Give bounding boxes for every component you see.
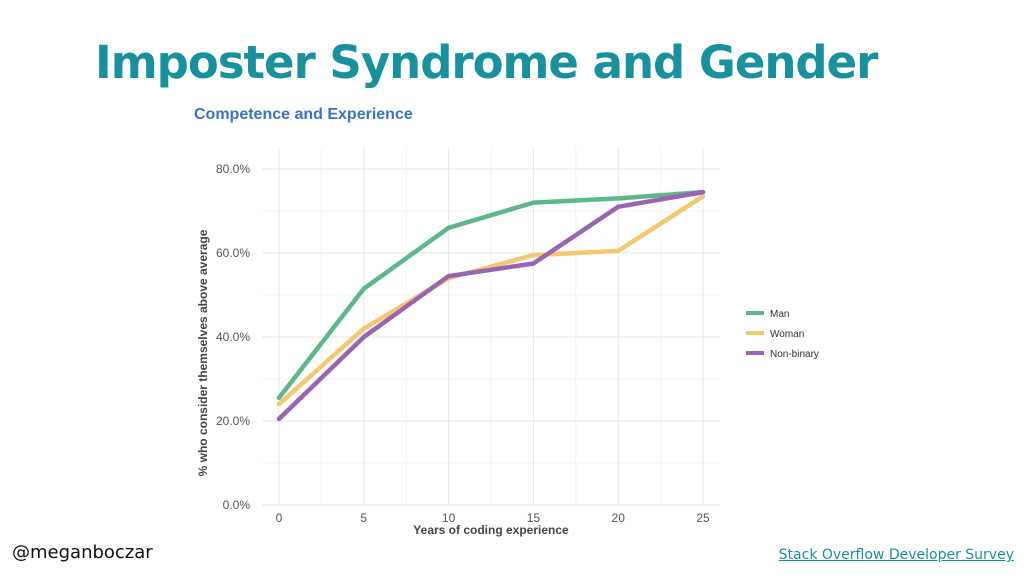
series-line-man [276, 189, 706, 401]
axis-tick-labels: 0.0% 20.0% 40.0% 60.0% 80.0% 0 5 10 15 20 25 [216, 162, 710, 525]
x-tick-label: 15 [527, 511, 541, 525]
x-axis-title: Years of coding experience [413, 523, 569, 537]
y-tick-label: 60.0% [216, 246, 250, 260]
y-axis-title: % who consider themselves above average [196, 229, 210, 476]
series-line-non-binary [276, 189, 706, 422]
x-tick-label: 20 [612, 511, 626, 525]
y-tick-label: 20.0% [216, 414, 250, 428]
grid-lines [262, 148, 720, 506]
y-tick-label: 0.0% [223, 498, 251, 512]
x-tick-label: 25 [696, 511, 710, 525]
legend-label-non-binary: Non-binary [770, 349, 819, 360]
line-chart: 0.0% 20.0% 40.0% 60.0% 80.0% 0 5 10 15 20 25 Man Wo… [196, 148, 819, 537]
author-handle: @meganboczar [12, 542, 153, 563]
x-tick-label: 5 [360, 511, 367, 525]
slide-title: Imposter Syndrome and Gender [95, 36, 878, 89]
chart-figure: 0.0% 20.0% 40.0% 60.0% 80.0% 0 5 10 15 20 25 Man Wo… [180, 100, 840, 545]
source-link[interactable]: Stack Overflow Developer Survey [778, 547, 1014, 563]
series-line-woman [276, 194, 706, 407]
legend-label-woman: Woman [770, 329, 804, 340]
x-tick-label: 10 [442, 511, 456, 525]
y-tick-label: 80.0% [216, 162, 250, 176]
y-tick-label: 40.0% [216, 330, 250, 344]
chart-title: Competence and Experience [194, 106, 413, 123]
x-tick-label: 0 [276, 511, 283, 525]
data-series [276, 189, 706, 422]
chart-legend: Man Woman Non-binary [746, 309, 819, 360]
legend-label-man: Man [770, 309, 789, 320]
